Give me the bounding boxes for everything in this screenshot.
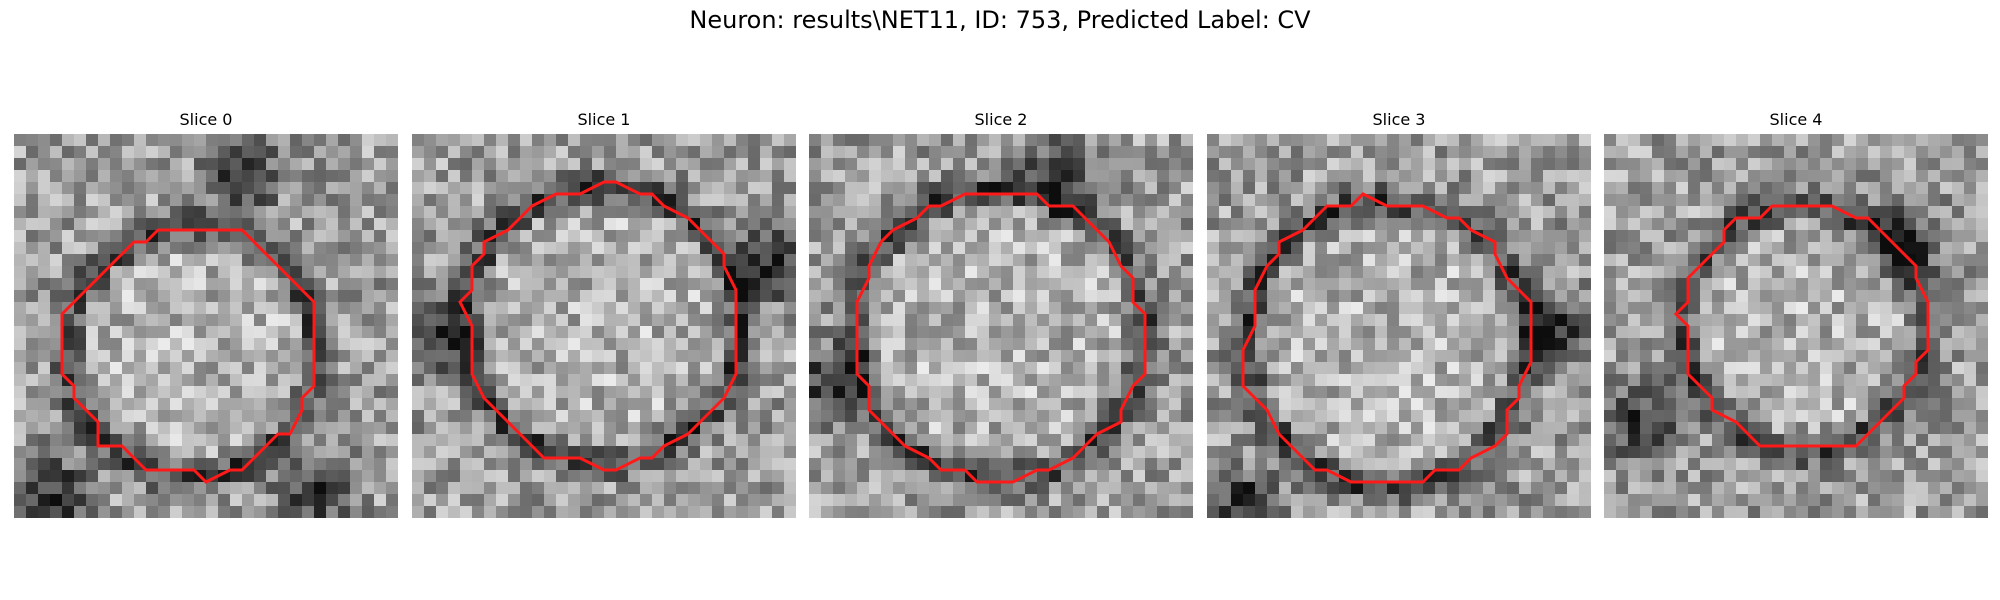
slice-panel: Slice 2: [809, 106, 1193, 518]
figure-title: Neuron: results\NET11, ID: 753, Predicte…: [689, 6, 1311, 34]
slice-panel: Slice 3: [1207, 106, 1591, 518]
slice-title: Slice 3: [1372, 110, 1426, 129]
slice-panel: Slice 1: [412, 106, 796, 518]
slice-image: [809, 134, 1193, 518]
roi-contour: [60, 228, 316, 484]
slice-title: Slice 0: [179, 110, 233, 129]
slice-image: [412, 134, 796, 518]
roi-contour: [855, 192, 1147, 484]
slice-title: Slice 2: [974, 110, 1028, 129]
slice-image: [1207, 134, 1591, 518]
slice-title: Slice 1: [577, 110, 631, 129]
slice-image: [1604, 134, 1988, 518]
slice-panel: Slice 0: [14, 106, 398, 518]
slice-image: [14, 134, 398, 518]
roi-contour: [458, 180, 738, 472]
roi-contour: [1673, 204, 1930, 448]
slice-panel: Slice 4: [1604, 106, 1988, 518]
slice-title: Slice 4: [1769, 110, 1823, 129]
roi-contour: [1241, 192, 1533, 484]
